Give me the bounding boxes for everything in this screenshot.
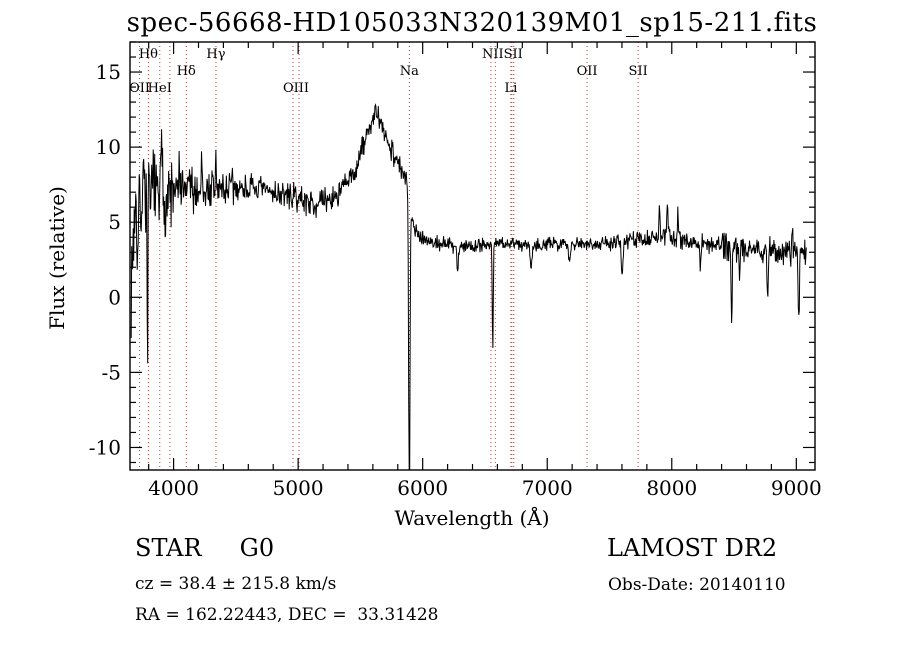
- spectral-line-label: SII: [629, 64, 648, 79]
- spectral-line-label: OII: [129, 81, 150, 96]
- x-axis-label: Wavelength (Å): [394, 506, 550, 530]
- spectral-line-label: Hθ: [139, 47, 158, 62]
- y-tick-label: 10: [96, 135, 121, 159]
- spectral-line-label: Hδ: [177, 64, 196, 79]
- plot-title: spec-56668-HD105033N320139M01_sp15-211.f…: [126, 8, 818, 38]
- y-tick-label: 5: [108, 210, 121, 234]
- spectral-line-label: OII: [577, 64, 598, 79]
- x-tick-label: 7000: [522, 476, 573, 500]
- y-tick-label: -10: [89, 435, 121, 459]
- spectral-line-label: Hγ: [206, 47, 225, 62]
- y-tick-label: 15: [96, 60, 121, 84]
- classification-text: STAR G0: [135, 534, 275, 562]
- plot-frame: [129, 41, 816, 471]
- spectral-line-label: NIISII: [482, 47, 523, 62]
- x-tick-label: 5000: [273, 476, 324, 500]
- x-tick-label: 6000: [397, 476, 448, 500]
- spectral-line-label: Li: [504, 81, 517, 96]
- survey-text: LAMOST DR2: [607, 534, 778, 562]
- spectral-line-label: OIII: [283, 81, 309, 96]
- x-tick-label: 8000: [646, 476, 697, 500]
- cz-text: cz = 38.4 ± 215.8 km/s: [135, 574, 337, 594]
- x-tick-label: 9000: [771, 476, 822, 500]
- ra-dec-text: RA = 162.22443, DEC = 33.31428: [135, 605, 439, 625]
- y-tick-label: 0: [108, 285, 121, 309]
- y-axis-label: Flux (relative): [45, 186, 69, 330]
- spectral-line-label: Na: [400, 64, 419, 79]
- y-tick-label: -5: [102, 360, 121, 384]
- x-tick-label: 4000: [148, 476, 199, 500]
- obs-date-text: Obs-Date: 20140110: [608, 575, 786, 595]
- spectral-line-label: HeI: [148, 81, 172, 96]
- spectrum-trace: [130, 103, 807, 471]
